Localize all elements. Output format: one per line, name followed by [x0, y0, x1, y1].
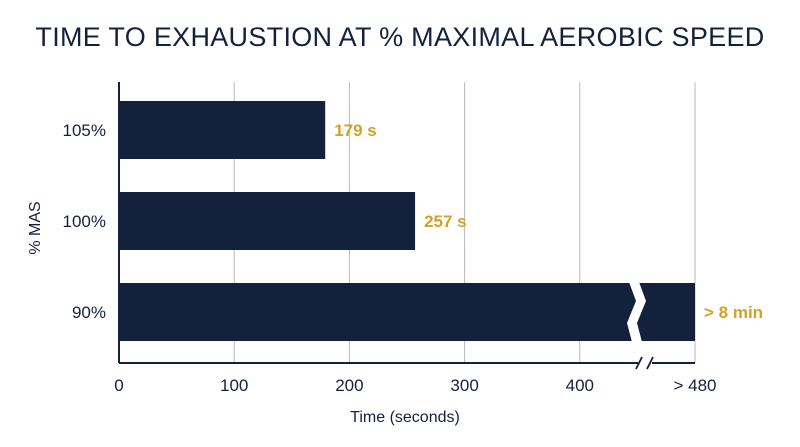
x-tick-label: 200 — [335, 376, 363, 395]
category-label: 105% — [63, 121, 106, 140]
bar — [119, 283, 695, 341]
x-axis-label: Time (seconds) — [350, 409, 460, 426]
bar-break-gap — [627, 282, 646, 342]
x-tick-label: 300 — [450, 376, 478, 395]
data-label: 257 s — [424, 212, 467, 231]
chart-title: TIME TO EXHAUSTION AT % MAXIMAL AEROBIC … — [35, 22, 765, 52]
bar — [119, 101, 326, 159]
category-label: 100% — [63, 212, 106, 231]
axis-break-gap — [638, 359, 652, 367]
axis-break-mark — [635, 356, 643, 370]
x-tick-label: 100 — [220, 376, 248, 395]
data-label: 179 s — [334, 121, 377, 140]
axis-break-mark — [646, 356, 654, 370]
x-tick-label: > 480 — [673, 376, 716, 395]
data-label: > 8 min — [704, 303, 763, 322]
bar — [119, 192, 416, 250]
category-label: 90% — [72, 303, 106, 322]
y-axis-label: % MAS — [27, 201, 44, 254]
x-tick-label: 0 — [114, 376, 123, 395]
x-tick-label: 400 — [566, 376, 594, 395]
